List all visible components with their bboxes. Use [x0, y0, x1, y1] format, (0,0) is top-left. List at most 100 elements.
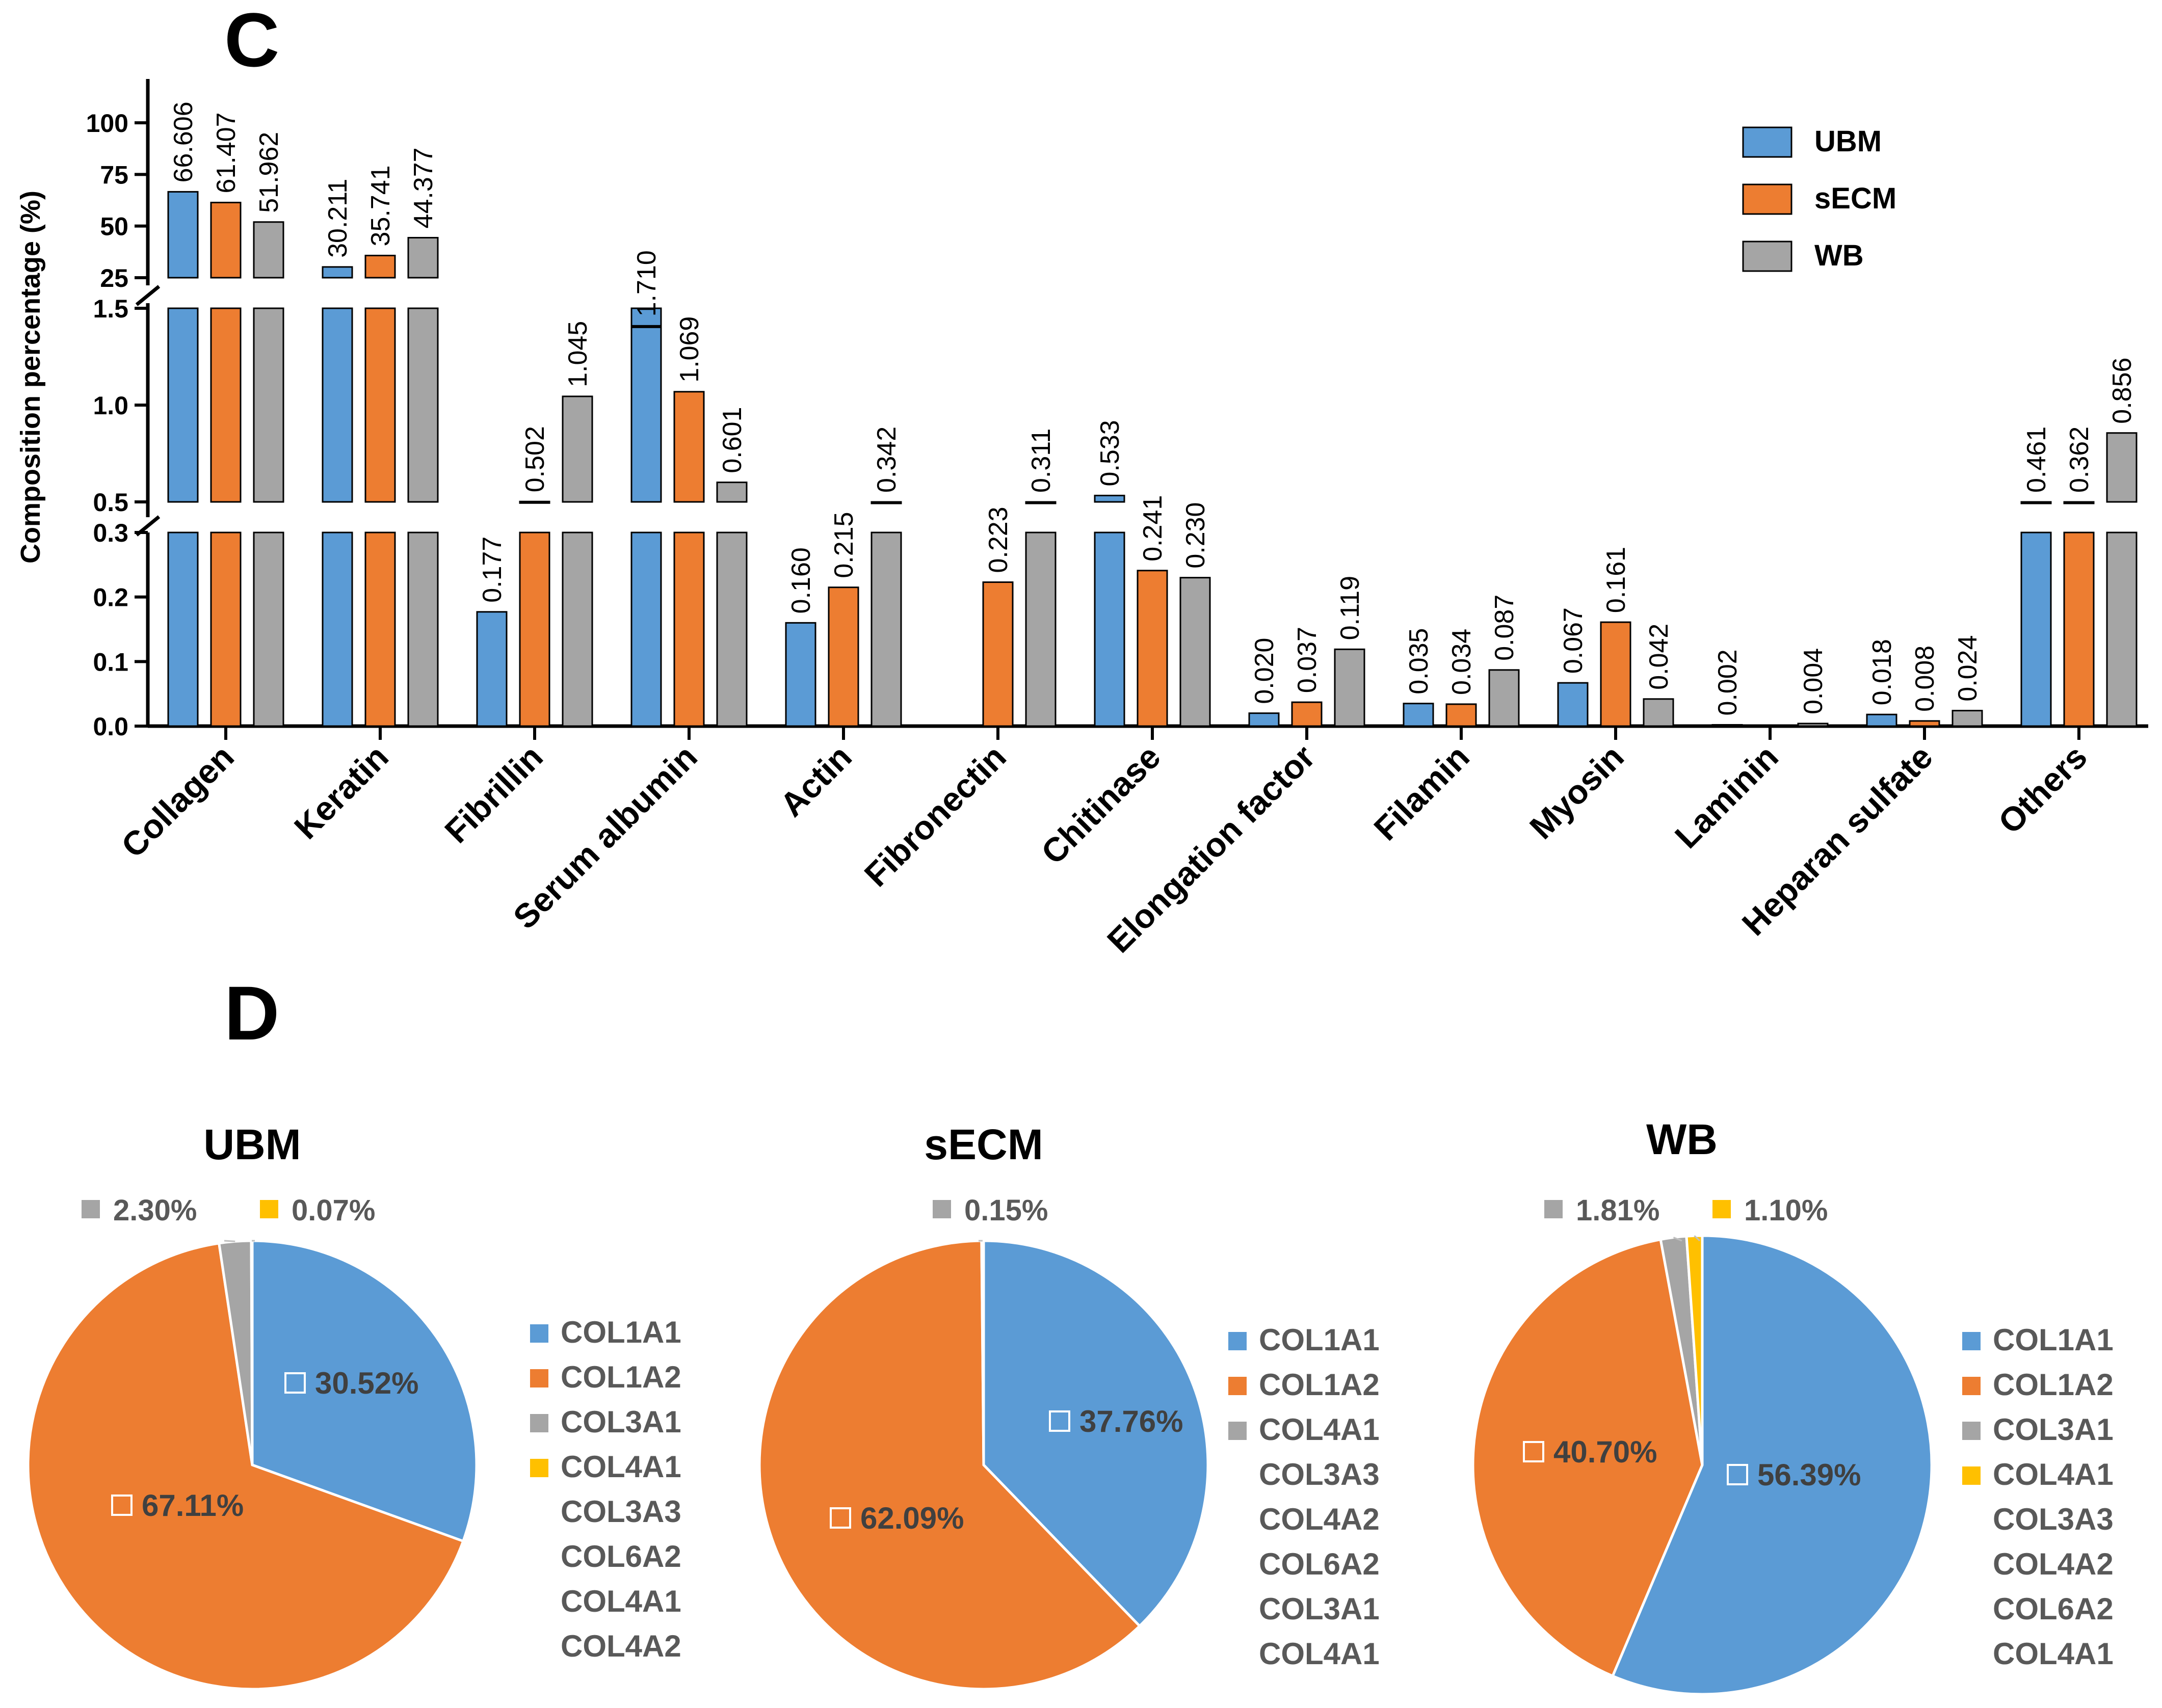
panel-label-c: C	[224, 0, 279, 83]
bar-wb	[1026, 502, 1056, 503]
bar-ubm	[323, 308, 352, 502]
pie-label-marker	[260, 1200, 278, 1218]
pie-slice-label: 30.52%	[315, 1366, 419, 1400]
data-label: 0.020	[1250, 638, 1279, 704]
data-label: 1.710	[632, 250, 662, 316]
pie-legend-label: COL3A3	[561, 1494, 681, 1529]
bar-secm	[520, 532, 549, 726]
pie-slice-label: 0.07%	[292, 1194, 375, 1227]
data-label: 0.037	[1293, 627, 1322, 693]
bar-wb	[408, 308, 438, 502]
pie-legend-label: COL3A1	[1993, 1412, 2114, 1447]
bar-wb	[717, 532, 747, 726]
pie-slice-label: 2.30%	[113, 1194, 197, 1227]
data-label: 0.087	[1490, 595, 1519, 661]
legend-label: WB	[1814, 239, 1864, 272]
pie-slice-label: 56.39%	[1757, 1458, 1861, 1492]
bar-ubm	[1867, 714, 1896, 726]
x-tick-label: Filamin	[1366, 738, 1477, 848]
bar-ubm	[168, 532, 198, 726]
pie-legend-label: COL3A3	[1993, 1502, 2114, 1536]
bar-ubm	[168, 192, 198, 278]
x-tick-label: Collagen	[114, 738, 241, 865]
bar-ubm	[631, 326, 661, 327]
bar-wb	[1798, 724, 1828, 726]
pie-legend-swatch	[530, 1369, 548, 1387]
y-tick-label: 0.3	[93, 519, 128, 547]
pie-legend-label: COL3A1	[1259, 1592, 1380, 1626]
bar-ubm	[1095, 532, 1124, 726]
data-label: 0.004	[1799, 648, 1828, 714]
pie-slice	[251, 1241, 252, 1465]
pie-legend-label: COL6A2	[1259, 1547, 1380, 1581]
data-label: 51.962	[254, 132, 284, 213]
pie-legend-label: COL4A2	[561, 1629, 681, 1663]
data-label: 0.119	[1335, 576, 1365, 640]
legend-swatch-secm	[1743, 184, 1791, 214]
bar-secm	[1601, 622, 1630, 726]
data-label: 0.034	[1447, 629, 1477, 695]
pie-legend-label: COL1A1	[1993, 1323, 2114, 1357]
data-label: 0.215	[829, 512, 859, 578]
pie-legend-swatch	[530, 1414, 548, 1432]
pie-legend-swatch	[1962, 1422, 1981, 1440]
pie-title: UBM	[203, 1120, 301, 1168]
y-tick-label: 0.1	[93, 648, 128, 676]
pie-legend-label: COL1A1	[561, 1315, 681, 1349]
data-label: 0.241	[1138, 495, 1168, 562]
pie-label-marker	[82, 1200, 100, 1218]
bar-ubm	[1712, 725, 1742, 726]
pie-legend-label: COL4A1	[561, 1450, 681, 1484]
bar-wb	[717, 483, 747, 502]
pie-legend-swatch	[1228, 1377, 1247, 1395]
pie-legend-label: COL4A1	[1993, 1457, 2114, 1491]
bar-ubm	[2021, 532, 2051, 726]
data-label: 0.362	[2065, 426, 2094, 493]
data-label: 61.407	[212, 112, 241, 193]
legend-swatch-wb	[1743, 242, 1791, 271]
data-label: 0.856	[2107, 358, 2137, 424]
data-label: 0.042	[1644, 624, 1674, 690]
data-label: 0.311	[1026, 429, 1056, 493]
data-label: 0.223	[984, 506, 1013, 573]
bar-ubm	[323, 532, 352, 726]
x-tick-label: Myosin	[1522, 738, 1631, 846]
data-label: 35.741	[366, 165, 396, 246]
y-tick-label: 1.0	[93, 391, 128, 420]
bar-wb	[1180, 578, 1210, 726]
pie-legend-label: COL6A2	[561, 1539, 681, 1573]
bar-wb	[408, 237, 438, 278]
bar-secm	[2064, 532, 2094, 726]
bar-secm	[211, 532, 241, 726]
data-label: 30.211	[323, 179, 353, 258]
bar-wb	[1489, 670, 1519, 726]
data-label: 1.069	[675, 316, 704, 383]
pie-legend-swatch	[1962, 1466, 1981, 1485]
x-tick-label: Keratin	[287, 738, 396, 846]
bar-secm	[211, 308, 241, 502]
y-tick-label: 0.0	[93, 712, 128, 741]
bar-secm	[1292, 702, 1322, 726]
bar-secm	[211, 202, 241, 278]
pie-charts: UBM 30.52% 67.11% 2.30% 0.07% COL1A1 COL1A2 COL…	[28, 1115, 2114, 1694]
pie-legend-swatch	[1962, 1332, 1981, 1350]
pie-legend-label: COL4A1	[1259, 1412, 1380, 1447]
legend-label: UBM	[1814, 125, 1882, 158]
pie-title: WB	[1646, 1115, 1718, 1163]
data-label: 0.601	[718, 407, 747, 473]
pie-slice-label: 62.09%	[860, 1501, 964, 1535]
pie-legend-swatch	[1962, 1377, 1981, 1395]
pie-legend-label: COL3A1	[561, 1405, 681, 1439]
pie-slice-label: 67.11%	[142, 1488, 244, 1523]
pie-slice-label: 0.15%	[964, 1194, 1048, 1227]
x-tick-label: Laminin	[1668, 738, 1785, 856]
data-label: 66.606	[169, 101, 198, 182]
pie-legend-label: COL4A1	[561, 1584, 681, 1618]
pie-legend-label: COL1A2	[1993, 1368, 2114, 1402]
x-tick-label: Chitinase	[1034, 738, 1168, 871]
pie-legend-label: COL1A1	[1259, 1323, 1380, 1357]
y-tick-label: 0.5	[93, 488, 128, 517]
bar-wb	[2107, 532, 2137, 726]
